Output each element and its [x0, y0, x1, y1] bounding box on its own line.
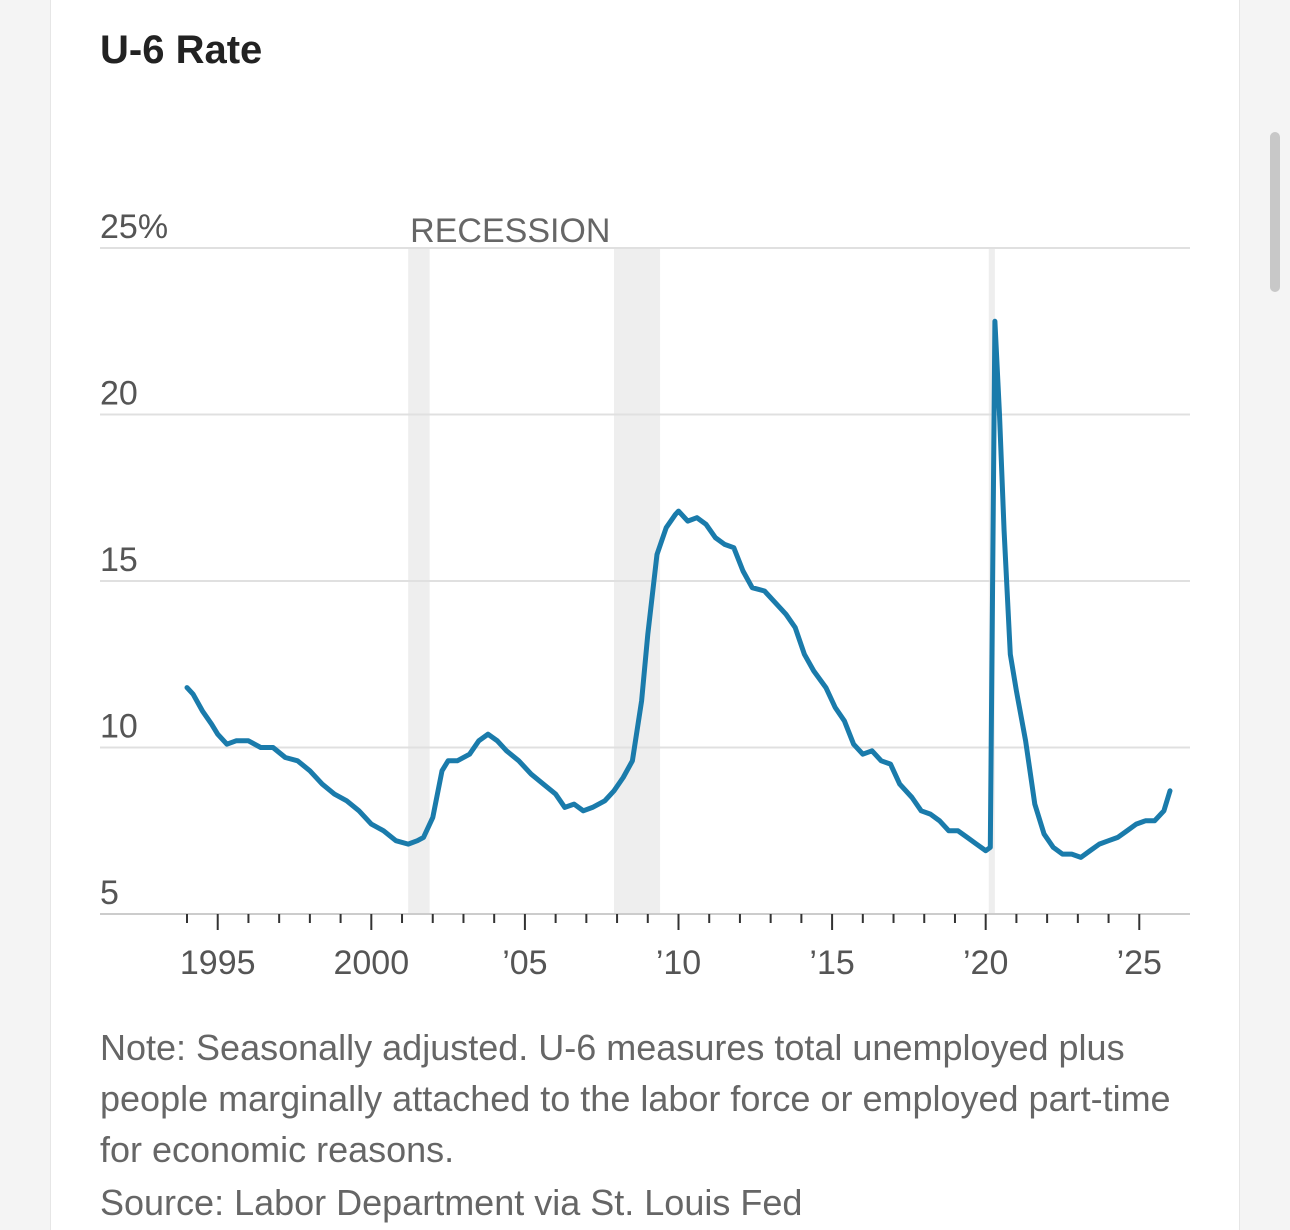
chart-source: Source: Labor Department via St. Louis F… — [100, 1182, 803, 1223]
recession-label: RECESSION — [410, 212, 610, 250]
x-tick-label-2000: 2000 — [333, 944, 409, 982]
chart-title: U-6 Rate — [100, 28, 263, 72]
scrollbar[interactable] — [1270, 132, 1280, 292]
x-tick-label-1995: 1995 — [180, 944, 256, 982]
y-tick-label-10: 10 — [100, 708, 138, 746]
series-group — [184, 318, 1173, 860]
y-tick-label-25: 25% — [100, 208, 168, 246]
y-axis: 25% 20 15 10 5 — [100, 208, 168, 912]
x-tick-label-2025: ’25 — [1117, 944, 1162, 982]
y-tick-label-5: 5 — [100, 874, 119, 912]
x-axis: 1995 2000 ’05 ’10 ’15 ’20 ’25 — [180, 914, 1162, 982]
y-tick-label-15: 15 — [100, 541, 138, 579]
x-tick-label-2010: ’10 — [656, 944, 701, 982]
x-tick-label-2020: ’20 — [963, 944, 1008, 982]
x-tick-label-2005: ’05 — [502, 944, 547, 982]
y-tick-label-20: 20 — [100, 375, 138, 413]
gridlines — [100, 247, 1190, 915]
x-tick-label-2015: ’15 — [809, 944, 854, 982]
line-chart: 25% 20 15 10 5 1995 2000 ’05 ’10 ’15 ’20 ’25 RECES… — [100, 208, 1190, 982]
series-line-1 — [184, 318, 1173, 860]
chart-note: Note: Seasonally adjusted. U-6 measures … — [100, 1027, 1171, 1170]
